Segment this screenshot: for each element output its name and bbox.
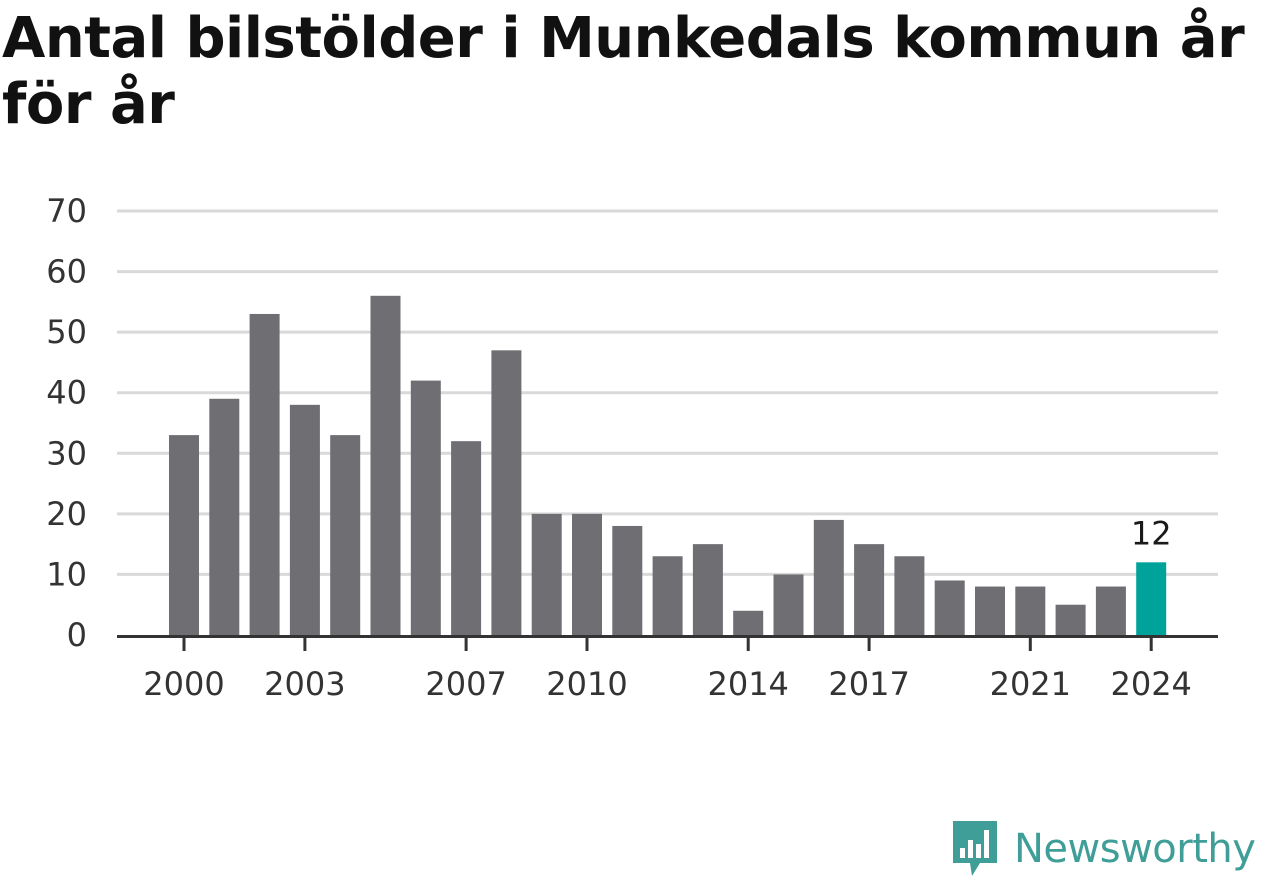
y-tick-label: 50 (46, 313, 87, 351)
data-label: 12 (1131, 514, 1172, 552)
y-tick-label: 0 (67, 616, 87, 654)
x-tick-label: 2003 (264, 665, 345, 703)
y-tick-label: 60 (46, 253, 87, 291)
bar (934, 580, 965, 635)
bar (209, 398, 240, 635)
y-axis: 0 10 20 30 40 50 60 70 (46, 192, 87, 654)
bar (733, 610, 764, 635)
x-axis: 2000 2003 2007 2010 2014 2017 2021 2024 (117, 635, 1218, 703)
bar (1095, 586, 1126, 635)
data-labels: 12 (1131, 514, 1172, 552)
x-tick-label: 2000 (143, 665, 224, 703)
chart-title: Antal bilstölder i Munkedals kommun år f… (2, 6, 1245, 137)
bar (652, 556, 683, 635)
bar (531, 513, 562, 635)
bar (451, 441, 482, 635)
bar (410, 380, 441, 635)
bar (773, 574, 804, 635)
bar-highlight (1136, 562, 1167, 635)
brand-logo: Newsworthy (950, 818, 1256, 880)
y-tick-label: 20 (46, 495, 87, 533)
bars (169, 295, 1167, 635)
bar (1055, 604, 1086, 635)
x-tick-label: 2024 (1110, 665, 1191, 703)
y-tick-label: 70 (46, 192, 87, 230)
x-tick-label: 2010 (546, 665, 627, 703)
bar (894, 556, 925, 635)
x-tick-label: 2007 (425, 665, 506, 703)
bar (370, 295, 401, 635)
brand-name: Newsworthy (1014, 826, 1256, 872)
bar (289, 404, 320, 635)
bar (572, 513, 602, 635)
bar (975, 586, 1005, 635)
bar (854, 544, 885, 635)
x-tick-label: 2017 (828, 665, 909, 703)
y-tick-label: 40 (46, 374, 87, 412)
bar (169, 435, 199, 635)
y-tick-label: 30 (46, 434, 87, 472)
x-tick-label: 2021 (990, 665, 1071, 703)
bar (491, 350, 522, 635)
bar (692, 544, 723, 635)
gridlines (117, 209, 1218, 576)
x-tick-label: 2014 (707, 665, 788, 703)
bar (1015, 586, 1046, 635)
bar (249, 313, 280, 635)
newsworthy-logo-icon (953, 821, 997, 876)
bar (612, 525, 643, 635)
bar (813, 519, 844, 635)
y-tick-label: 10 (46, 555, 87, 593)
bar (330, 435, 361, 635)
